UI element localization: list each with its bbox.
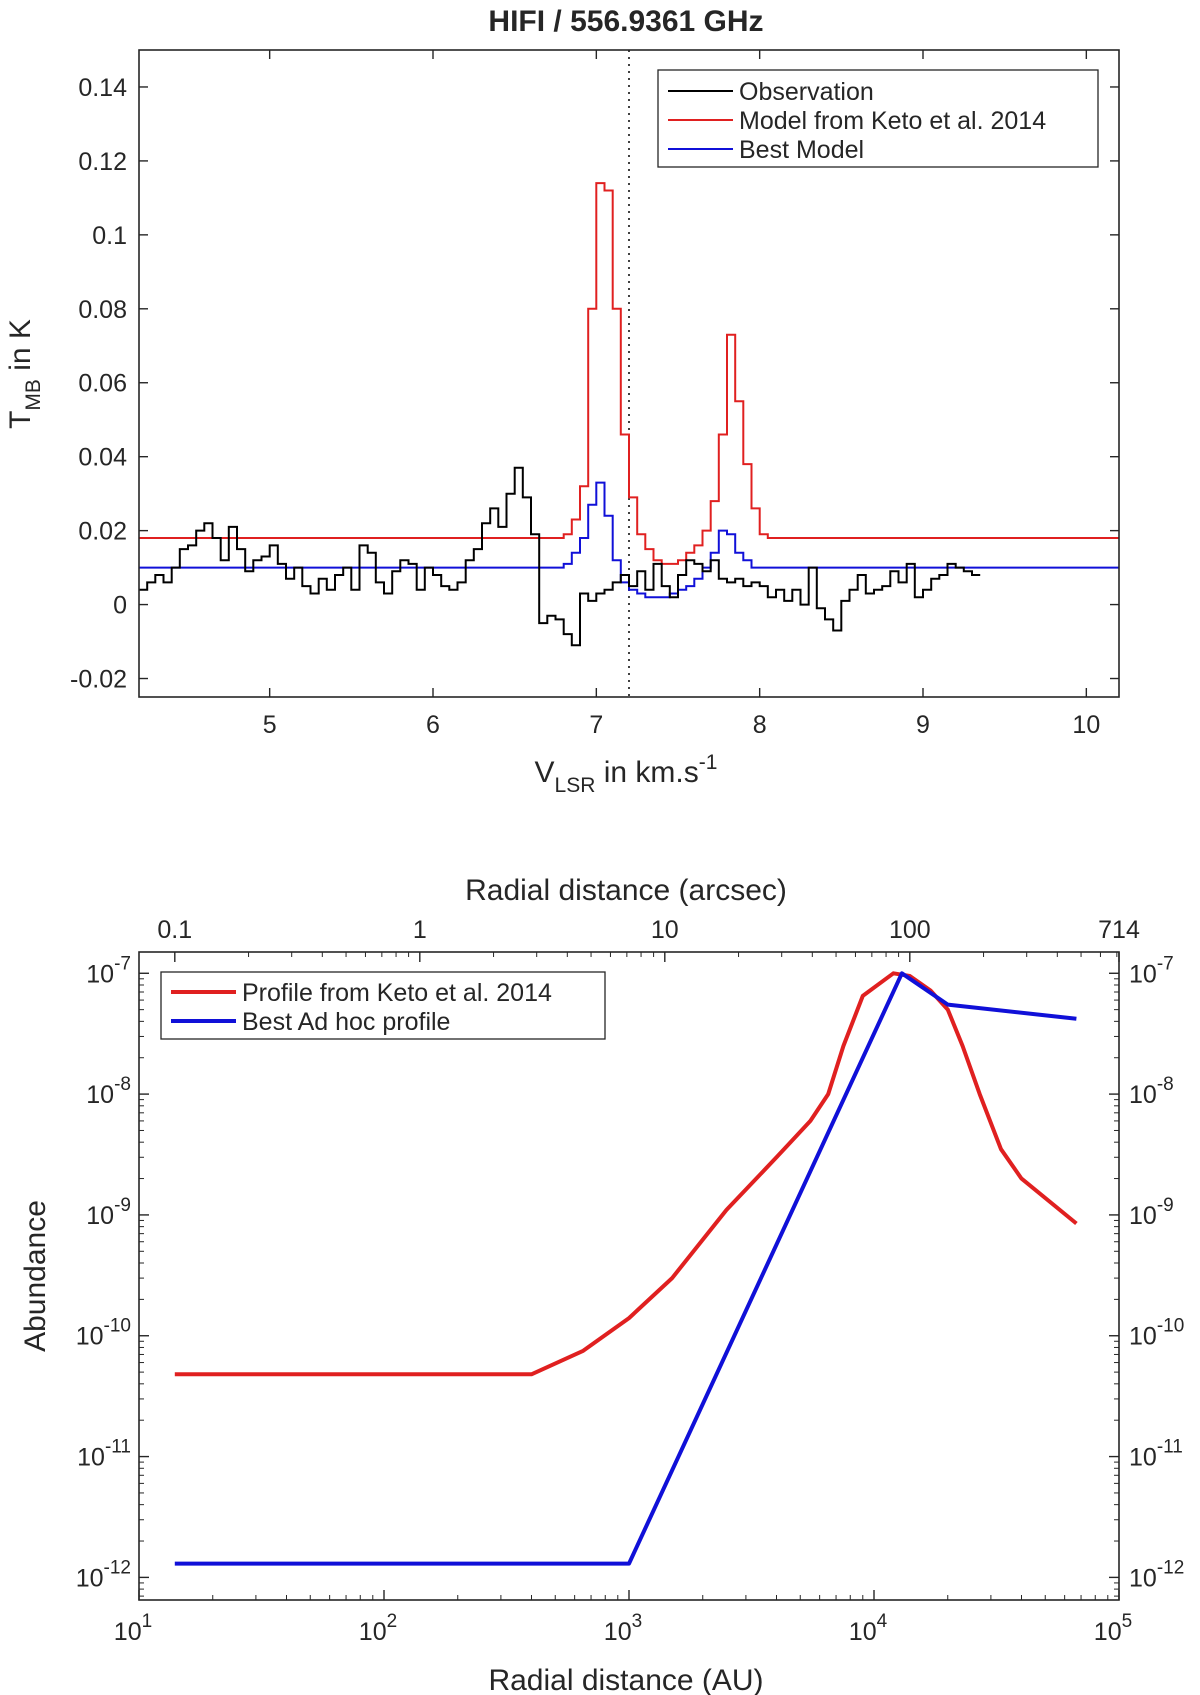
top-x-axis-label: Radial distance (arcsec) <box>465 874 787 907</box>
y-tick-label: -0.02 <box>70 666 127 694</box>
spectrum-ticks: 5 6 7 8 9 10 -0.02 0 0.02 0.04 0.06 0.08 0.1 0.12 0.14 <box>70 50 1119 739</box>
top-x-tick-label: 1 <box>413 916 427 944</box>
legend-label-keto-model: Model from Keto et al. 2014 <box>739 107 1046 135</box>
x-tick-label: 102 <box>359 1611 397 1646</box>
legend-label-best-model: Best Model <box>739 136 864 164</box>
x-tick-label: 5 <box>263 711 277 739</box>
y-tick-label: 0.12 <box>78 148 127 176</box>
y-tick-label-right: 10-12 <box>1129 1557 1184 1592</box>
y-tick-label: 0.08 <box>78 296 127 324</box>
y-tick-label: 0.06 <box>78 370 127 398</box>
y-tick-label: 10-9 <box>86 1195 131 1230</box>
y-tick-label: 10-12 <box>76 1557 131 1592</box>
x-tick-label: 104 <box>849 1611 888 1646</box>
y-axis-label: TMB in K <box>4 319 45 429</box>
x-tick-label: 103 <box>604 1611 642 1646</box>
series-line-2 <box>139 481 1119 599</box>
abundance-legend: Profile from Keto et al. 2014 Best Ad ho… <box>160 971 606 1040</box>
y-tick-label: 0.02 <box>78 518 127 546</box>
y-tick-label: 10-10 <box>76 1316 131 1351</box>
x-tick-label: 101 <box>114 1611 152 1646</box>
spectrum-legend: Observation Model from Keto et al. 2014 … <box>657 69 1099 168</box>
spectrum-axes-box <box>138 49 1120 698</box>
y-tick-label: 10-8 <box>86 1074 131 1109</box>
series-line-1 <box>139 182 1119 565</box>
y-tick-label-right: 10-11 <box>1129 1437 1183 1472</box>
y-tick-label-right: 10-8 <box>1129 1074 1174 1109</box>
y-tick-label-right: 10-9 <box>1129 1195 1174 1230</box>
top-x-tick-label: 10 <box>651 916 679 944</box>
y-tick-label-right: 10-7 <box>1129 953 1174 988</box>
abundance-ticks: 101 102 103 104 105 0.1 1 10 100 714 10-12 10-12 10-… <box>76 916 1185 1646</box>
x-tick-label: 9 <box>916 711 930 739</box>
legend-box <box>160 971 606 1040</box>
legend-label-keto-profile: Profile from Keto et al. 2014 <box>242 979 552 1007</box>
profile-line-0 <box>174 971 1078 1377</box>
top-x-tick-label: 100 <box>889 916 931 944</box>
legend-label-observation: Observation <box>739 78 874 106</box>
x-tick-label: 7 <box>589 711 603 739</box>
x-tick-label: 10 <box>1072 711 1100 739</box>
chart-title: HIFI / 556.9361 GHz <box>488 5 763 38</box>
legend-label-adhoc-profile: Best Ad hoc profile <box>242 1008 450 1036</box>
x-tick-label: 105 <box>1094 1611 1132 1646</box>
top-x-tick-label: 0.1 <box>157 916 192 944</box>
y-tick-label: 0.1 <box>92 222 127 250</box>
y-tick-label: 0 <box>113 592 127 620</box>
spectrum-plot-area <box>139 50 1119 697</box>
abundance-plot-area <box>174 971 1078 1566</box>
x-tick-label: 6 <box>426 711 440 739</box>
y-tick-label: 10-11 <box>77 1437 131 1472</box>
x-tick-label: 8 <box>753 711 767 739</box>
y-tick-label: 0.14 <box>78 74 127 102</box>
y-tick-label: 0.04 <box>78 444 127 472</box>
y-tick-label-right: 10-10 <box>1129 1316 1184 1351</box>
spectrum-chart: HIFI / 556.9361 GHz 5 6 7 8 9 10 -0.02 0 0.02 0.0… <box>4 5 1120 797</box>
abundance-y-axis-label: Abundance <box>19 1200 52 1352</box>
x-axis-label: VLSR in km.s-1 <box>535 751 718 797</box>
series-line-0 <box>139 466 981 647</box>
abundance-axes-box <box>138 951 1120 1601</box>
y-tick-label: 10-7 <box>86 953 131 988</box>
bottom-x-axis-label: Radial distance (AU) <box>488 1664 763 1695</box>
profile-line-1 <box>174 971 1077 1566</box>
legend-box <box>657 69 1099 168</box>
abundance-chart: Radial distance (arcsec) 101 102 103 104 105… <box>19 874 1184 1695</box>
top-x-tick-label: 714 <box>1098 916 1140 944</box>
